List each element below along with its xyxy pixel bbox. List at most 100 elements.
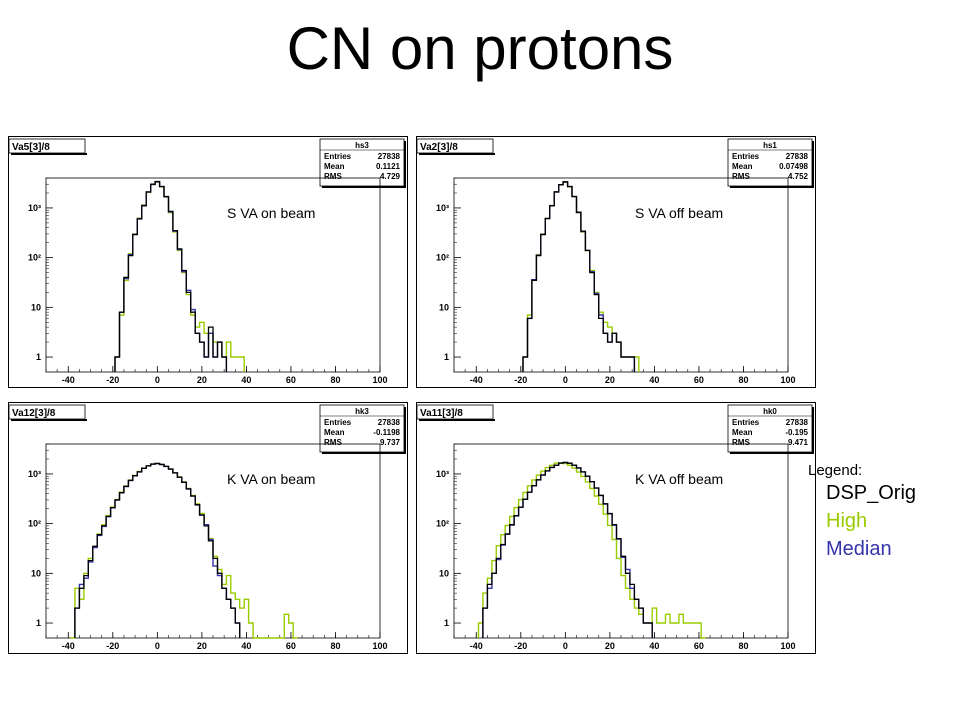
stats-label: RMS [324,172,342,181]
stats-label: RMS [732,172,750,181]
legend-entry-high: High [826,510,868,532]
y-tick-label: 10³ [436,203,449,213]
series-dsp-orig [482,461,653,638]
stats-value: 0.1121 [376,162,401,171]
x-tick-label: 100 [372,375,387,385]
histogram-title: Va5[3]/8 [12,142,50,153]
stats-value: 27838 [786,418,809,427]
y-tick-label: 10² [28,519,41,529]
x-tick-label: -20 [106,641,119,651]
x-tick-label: 80 [738,375,748,385]
x-tick-label: 80 [330,641,340,651]
y-tick-label: 10 [31,302,41,312]
stats-value: 27838 [378,418,401,427]
x-tick-label: 40 [649,375,659,385]
y-tick-label: 10³ [28,203,41,213]
stats-value: 0.07498 [779,162,808,171]
histogram-panel-k-va-off-beam: Va11[3]/8 hk0 Entries 27838 Mean -0.195 RMS 9.4… [416,402,816,654]
histogram-title: Va11[3]/8 [420,408,463,419]
x-tick-label: -40 [470,641,483,651]
stats-value: 4.729 [380,172,401,181]
legend-title: Legend: [808,462,863,479]
stats-name: hs1 [763,141,777,150]
x-tick-label: 20 [197,375,207,385]
stats-name: hk3 [355,407,369,416]
legend: Legend: DSP_Orig High Median [808,462,916,563]
panel-annotation: S VA on beam [227,205,315,221]
series-dsp-orig [74,462,241,638]
series-dsp-orig [114,180,228,372]
histogram-panel-k-va-on-beam: Va12[3]/8 hk3 Entries 27838 Mean -0.1198 RMS 9.… [8,402,408,654]
stats-label: Mean [324,428,345,437]
y-tick-label: 10³ [436,469,449,479]
y-tick-label: 10² [28,253,41,263]
y-tick-label: 10² [436,253,449,263]
stats-label: Mean [324,162,345,171]
x-tick-label: 20 [605,375,615,385]
stats-value: 9.737 [380,438,401,447]
histogram-panel-s-va-off-beam: Va2[3]/8 hs1 Entries 27838 Mean 0.07498 RMS 4.7… [416,136,816,388]
stats-value: -0.195 [785,428,808,437]
stats-label: RMS [324,438,342,447]
stats-value: 27838 [378,152,401,161]
y-tick-label: 1 [444,618,449,628]
x-tick-label: 0 [563,641,568,651]
panel-annotation: S VA off beam [635,205,723,221]
histogram-title-box: Va5[3]/8 [8,138,87,155]
histogram-title: Va12[3]/8 [12,408,56,419]
stats-label: Entries [732,418,760,427]
y-tick-label: 10 [439,568,449,578]
y-tick-label: 10³ [28,469,41,479]
x-tick-label: -20 [514,641,527,651]
histogram-title-box: Va11[3]/8 [416,404,495,421]
title-box-shadow [11,153,87,155]
stats-value: 27838 [786,152,809,161]
histogram-title-box: Va12[3]/8 [8,404,87,421]
y-tick-label: 1 [36,352,41,362]
slide-title: CN on protons [286,15,674,82]
stats-value: 4.752 [788,172,809,181]
x-tick-label: -20 [106,375,119,385]
histogram-panel-s-va-on-beam: Va5[3]/8 hs3 Entries 27838 Mean 0.1121 RMS 4.72… [8,136,408,388]
x-tick-label: 80 [330,375,340,385]
x-tick-label: 60 [286,641,296,651]
x-tick-label: -40 [470,375,483,385]
stats-name: hs3 [355,141,369,150]
y-tick-label: 10 [439,302,449,312]
series-dsp-orig [522,181,636,372]
stats-label: Entries [324,152,352,161]
title-box-shadow [11,419,87,421]
stats-label: Mean [732,162,753,171]
x-tick-label: 80 [738,641,748,651]
histogram-title: Va2[3]/8 [420,142,458,153]
x-tick-label: 40 [241,641,251,651]
x-tick-label: -40 [62,375,75,385]
y-tick-label: 1 [36,618,41,628]
legend-entry-median: Median [826,538,892,560]
x-tick-label: 0 [563,375,568,385]
x-tick-label: 60 [286,375,296,385]
stats-label: Entries [732,152,760,161]
x-tick-label: 0 [155,375,160,385]
panel-annotation: K VA off beam [635,471,723,487]
stats-label: Entries [324,418,352,427]
y-tick-label: 10 [31,568,41,578]
legend-entry-dsp-orig: DSP_Orig [826,482,917,504]
x-tick-label: 20 [197,641,207,651]
histogram-title-box: Va2[3]/8 [416,138,495,155]
title-box-shadow [419,419,495,421]
x-tick-label: 100 [780,375,795,385]
x-tick-label: -20 [514,375,527,385]
stats-value: 9.471 [788,438,809,447]
x-tick-label: 100 [780,641,795,651]
stats-label: RMS [732,438,750,447]
x-tick-label: 100 [372,641,387,651]
